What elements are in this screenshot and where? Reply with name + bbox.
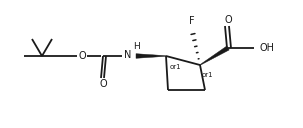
Text: H: H [133,42,140,51]
Text: O: O [224,15,232,25]
Text: or1: or1 [202,72,214,78]
Text: OH: OH [260,43,275,53]
Text: F: F [189,16,195,26]
Text: N: N [124,50,132,60]
Polygon shape [136,54,166,58]
Text: O: O [78,51,86,61]
Text: O: O [99,79,107,89]
Polygon shape [200,46,229,65]
Text: or1: or1 [170,64,181,70]
